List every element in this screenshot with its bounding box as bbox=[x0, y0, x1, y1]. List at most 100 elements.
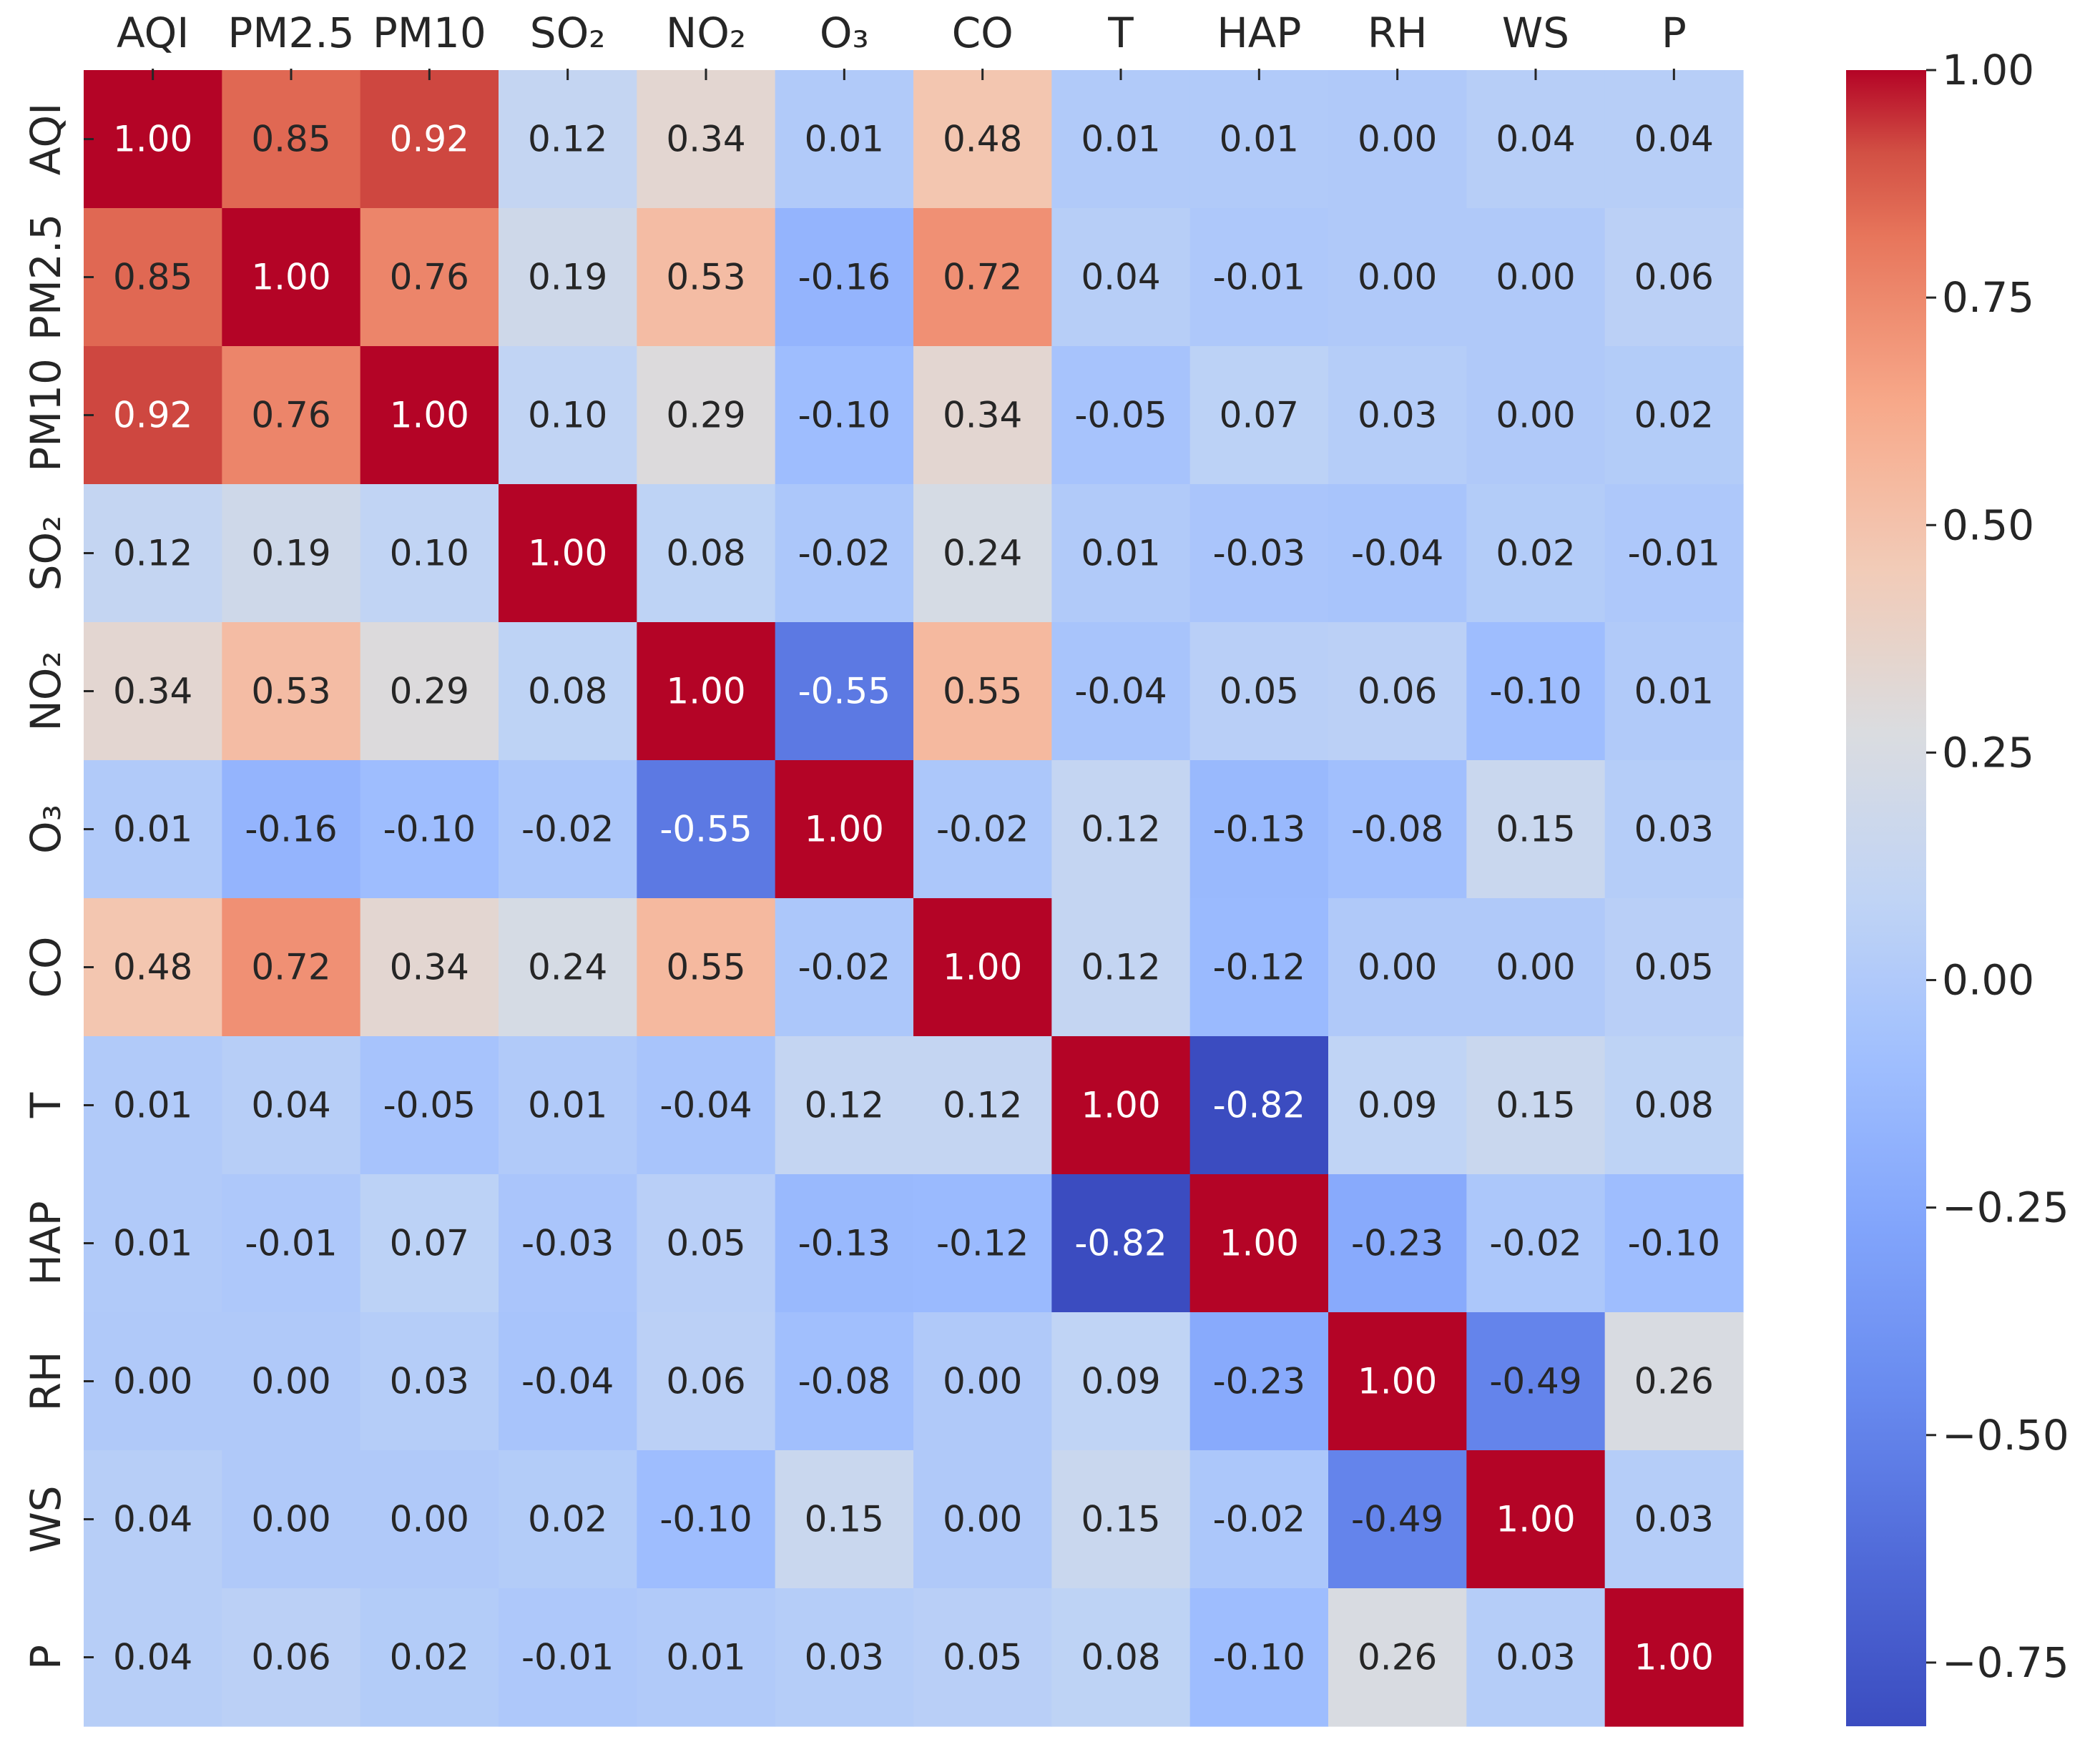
annotation-no2-o3: -0.55 bbox=[798, 671, 890, 712]
cell-o3-o3 bbox=[775, 760, 914, 899]
cell-aqi-rh bbox=[1328, 70, 1467, 209]
y-axis: AQI PM2.5 PM10 SO₂ NO₂ O₃ CO T HAP RH WS P bbox=[21, 103, 94, 1670]
cell-hap-rh bbox=[1328, 1174, 1467, 1313]
cell-rh-hap bbox=[1189, 1312, 1329, 1451]
annotation-aqi-so2: 0.12 bbox=[528, 119, 607, 160]
annotation-t-o3: 0.12 bbox=[805, 1085, 884, 1126]
cell-no2-hap bbox=[1189, 622, 1329, 761]
annotation-p-no2: 0.01 bbox=[666, 1637, 745, 1678]
annotation-so2-pm10: 0.10 bbox=[390, 533, 469, 574]
cell-hap-pm10 bbox=[360, 1174, 499, 1313]
annotation-ws-p: 0.03 bbox=[1634, 1499, 1714, 1540]
y-label-so2: SO₂ bbox=[21, 516, 70, 591]
annotation-aqi-no2: 0.34 bbox=[666, 119, 745, 160]
y-label-t: T bbox=[21, 1092, 70, 1118]
annotation-p-ws: 0.03 bbox=[1496, 1637, 1575, 1678]
annotation-aqi-p: 0.04 bbox=[1634, 119, 1714, 160]
cell-co-t bbox=[1051, 898, 1191, 1037]
cell-t-o3 bbox=[775, 1036, 914, 1175]
annotation-p-pm10: 0.02 bbox=[390, 1637, 469, 1678]
cell-aqi-p bbox=[1604, 70, 1744, 209]
cell-pm25-so2 bbox=[499, 208, 637, 347]
annotation-hap-no2: 0.05 bbox=[666, 1223, 745, 1264]
cell-pm10-no2 bbox=[637, 346, 776, 485]
x-label-no2: NO₂ bbox=[666, 9, 746, 57]
heatmap-annotations: 1.00 0.85 0.92 0.12 0.34 0.01 0.48 0.01 0.01 0.00… bbox=[113, 119, 1720, 1678]
cell-co-pm25 bbox=[222, 898, 361, 1037]
cell-pm25-p bbox=[1604, 208, 1744, 347]
cell-ws-pm25 bbox=[222, 1450, 361, 1589]
cell-co-no2 bbox=[637, 898, 776, 1037]
annotation-co-hap: -0.12 bbox=[1213, 947, 1305, 988]
annotation-hap-o3: -0.13 bbox=[798, 1223, 890, 1264]
annotation-hap-co: -0.12 bbox=[936, 1223, 1029, 1264]
cell-aqi-so2 bbox=[499, 70, 637, 209]
x-label-rh: RH bbox=[1368, 9, 1428, 57]
cell-rh-t bbox=[1051, 1312, 1191, 1451]
cell-t-hap bbox=[1189, 1036, 1329, 1175]
colorbar-tick-label: 0.50 bbox=[1942, 501, 2034, 549]
cell-rh-aqi bbox=[84, 1312, 222, 1451]
cell-co-ws bbox=[1466, 898, 1606, 1037]
cell-pm10-pm10 bbox=[360, 346, 499, 485]
annotation-o3-t: 0.12 bbox=[1081, 809, 1160, 850]
cell-aqi-ws bbox=[1466, 70, 1606, 209]
annotation-t-pm25: 0.04 bbox=[251, 1085, 330, 1126]
cell-t-p bbox=[1604, 1036, 1744, 1175]
cell-p-so2 bbox=[499, 1588, 637, 1727]
cell-rh-pm25 bbox=[222, 1312, 361, 1451]
annotation-co-so2: 0.24 bbox=[528, 947, 607, 988]
annotation-p-rh: 0.26 bbox=[1358, 1637, 1437, 1678]
annotation-hap-so2: -0.03 bbox=[521, 1223, 614, 1264]
annotation-ws-t: 0.15 bbox=[1081, 1499, 1160, 1540]
annotation-hap-pm25: -0.01 bbox=[245, 1223, 337, 1264]
colorbar: 1.00 0.75 0.50 0.25 0.00 −0.25 −0.50 −0.75 bbox=[1846, 46, 2069, 1726]
cell-so2-pm25 bbox=[222, 484, 361, 623]
cell-co-pm10 bbox=[360, 898, 499, 1037]
annotation-t-so2: 0.01 bbox=[528, 1085, 607, 1126]
annotation-so2-t: 0.01 bbox=[1081, 533, 1160, 574]
cell-no2-rh bbox=[1328, 622, 1467, 761]
cell-pm10-ws bbox=[1466, 346, 1606, 485]
annotation-o3-o3: 1.00 bbox=[805, 809, 884, 850]
cell-so2-pm10 bbox=[360, 484, 499, 623]
annotation-hap-pm10: 0.07 bbox=[390, 1223, 469, 1264]
cell-pm25-o3 bbox=[775, 208, 914, 347]
cell-o3-hap bbox=[1189, 760, 1329, 899]
y-label-o3: O₃ bbox=[21, 804, 70, 854]
cell-hap-ws bbox=[1466, 1174, 1606, 1313]
annotation-o3-ws: 0.15 bbox=[1496, 809, 1575, 850]
annotation-pm25-ws: 0.00 bbox=[1496, 257, 1575, 298]
cell-so2-rh bbox=[1328, 484, 1467, 623]
annotation-no2-hap: 0.05 bbox=[1220, 671, 1299, 712]
annotation-t-co: 0.12 bbox=[943, 1085, 1022, 1126]
cell-so2-aqi bbox=[84, 484, 222, 623]
cell-no2-pm10 bbox=[360, 622, 499, 761]
annotation-aqi-t: 0.01 bbox=[1081, 119, 1160, 160]
annotation-no2-p: 0.01 bbox=[1634, 671, 1714, 712]
x-label-t: T bbox=[1107, 9, 1134, 57]
annotation-no2-t: -0.04 bbox=[1074, 671, 1167, 712]
cell-t-no2 bbox=[637, 1036, 776, 1175]
cell-p-hap bbox=[1189, 1588, 1329, 1727]
cell-rh-ws bbox=[1466, 1312, 1606, 1451]
cell-o3-t bbox=[1051, 760, 1191, 899]
cell-aqi-hap bbox=[1189, 70, 1329, 209]
cell-ws-hap bbox=[1189, 1450, 1329, 1589]
annotation-pm10-rh: 0.03 bbox=[1358, 395, 1437, 436]
cell-t-pm10 bbox=[360, 1036, 499, 1175]
cell-ws-t bbox=[1051, 1450, 1191, 1589]
annotation-p-t: 0.08 bbox=[1081, 1637, 1160, 1678]
annotation-hap-p: -0.10 bbox=[1628, 1223, 1720, 1264]
annotation-o3-pm25: -0.16 bbox=[245, 809, 337, 850]
annotation-o3-rh: -0.08 bbox=[1351, 809, 1443, 850]
cell-p-t bbox=[1051, 1588, 1191, 1727]
cell-no2-no2 bbox=[637, 622, 776, 761]
y-label-co: CO bbox=[21, 936, 70, 998]
x-label-ws: WS bbox=[1502, 9, 1569, 57]
annotation-rh-co: 0.00 bbox=[943, 1361, 1022, 1402]
cell-aqi-aqi bbox=[84, 70, 222, 209]
annotation-rh-hap: -0.23 bbox=[1213, 1361, 1305, 1402]
annotation-pm10-aqi: 0.92 bbox=[113, 395, 192, 436]
annotation-co-o3: -0.02 bbox=[798, 947, 890, 988]
